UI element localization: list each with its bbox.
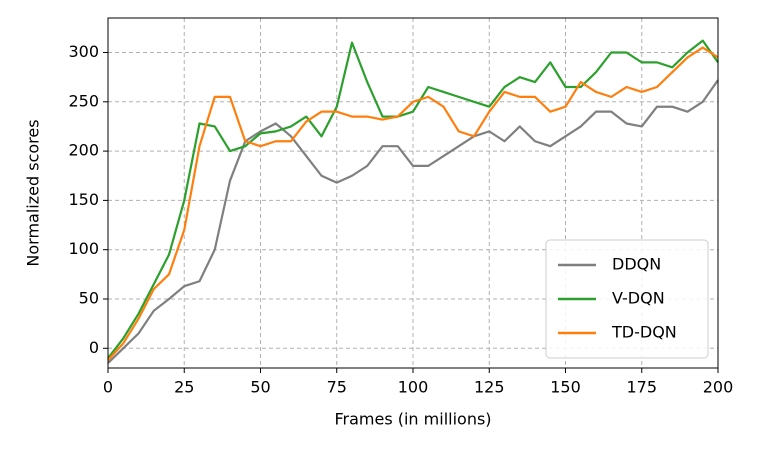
y-tick-label: 0 [89, 338, 99, 357]
legend-label: DDQN [612, 255, 661, 274]
x-tick-label: 150 [550, 378, 581, 397]
series-line [107, 79, 719, 364]
y-tick-label: 150 [68, 190, 99, 209]
legend: DDQN V-DQN TD-DQN [545, 239, 709, 359]
x-axis-label: Frames (in millions) [334, 410, 491, 429]
x-tick-label: 100 [398, 378, 429, 397]
legend-label: TD-DQN [611, 323, 677, 342]
legend-label: V-DQN [612, 289, 665, 308]
legend-box [545, 239, 709, 359]
x-tick-label: 50 [250, 378, 270, 397]
y-tick-label: 100 [68, 239, 99, 258]
series-line [107, 46, 719, 361]
series-line [107, 39, 719, 359]
x-tick-label: 125 [474, 378, 505, 397]
x-tick-label: 200 [703, 378, 734, 397]
y-tick-label: 50 [79, 288, 99, 307]
plot-frame [107, 17, 719, 369]
y-axis-label: Normalized scores [24, 119, 43, 266]
x-tick-label: 0 [103, 378, 113, 397]
y-tick-label: 250 [68, 91, 99, 110]
y-tick-label: 300 [68, 42, 99, 61]
y-tick-label: 200 [68, 141, 99, 160]
x-tick-label: 175 [626, 378, 657, 397]
x-tick-label: 25 [174, 378, 194, 397]
x-tick-label: 75 [327, 378, 347, 397]
